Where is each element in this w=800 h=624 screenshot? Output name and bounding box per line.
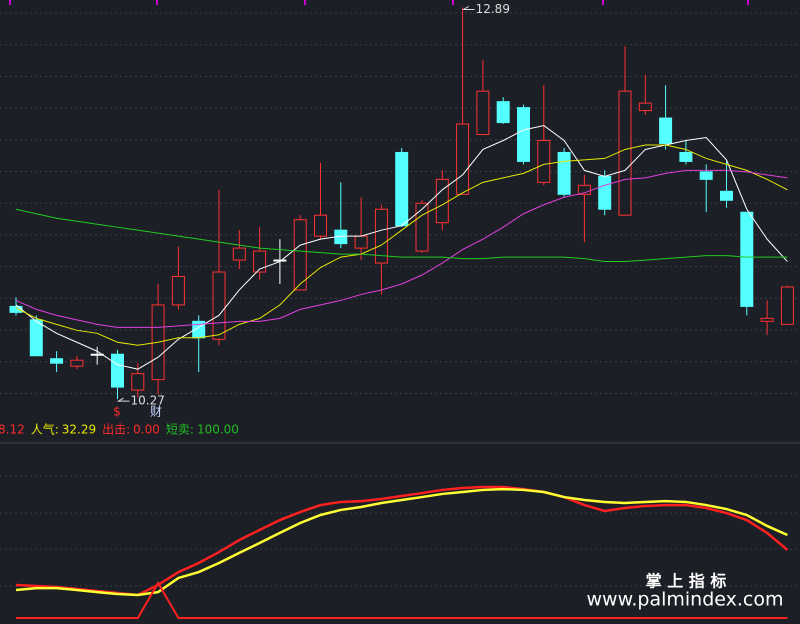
marker: 财 <box>150 405 162 419</box>
date-separators <box>9 0 749 5</box>
legend-label: 短卖: <box>166 423 194 437</box>
candle-body <box>456 123 470 195</box>
candle-body <box>50 358 64 364</box>
marker: $ <box>113 405 121 419</box>
candle-body <box>415 202 429 252</box>
candle-body <box>476 90 490 136</box>
legend-value: 0.00 <box>133 423 160 437</box>
candle-body <box>720 190 733 201</box>
candle-body <box>780 286 794 325</box>
candle-body <box>659 117 673 144</box>
indicator-line <box>15 485 789 597</box>
annotation-label: 12.89 <box>476 2 510 16</box>
candle-body <box>293 219 307 291</box>
candle-body <box>679 151 693 162</box>
moving-average <box>15 125 788 370</box>
moving-average <box>15 208 788 263</box>
moving-average <box>15 144 788 346</box>
candle-body <box>111 353 124 388</box>
candle-body <box>638 102 652 112</box>
candle-body <box>9 305 23 313</box>
candle-body <box>29 319 43 357</box>
legend-label: 人气: <box>31 422 59 437</box>
watermark-url: www.palmindex.com <box>586 589 783 611</box>
legend-value: 8.12 <box>0 423 25 437</box>
legend-label: 出击: <box>102 423 130 437</box>
candle-body <box>232 247 246 261</box>
candle-body <box>70 359 84 367</box>
candle-body <box>577 184 591 195</box>
watermark-title: 掌 上 指 标 <box>646 572 727 591</box>
candle-body <box>598 175 612 210</box>
annotation-label: 10.27 <box>131 394 165 408</box>
candle-body <box>517 107 530 162</box>
candle-body <box>699 171 713 180</box>
legend-value: 32.29 <box>62 423 96 437</box>
indicator-line <box>16 581 788 619</box>
indicator-line <box>15 487 788 597</box>
candle-body <box>740 211 754 307</box>
candle-body <box>496 101 510 124</box>
candle-body <box>395 151 409 227</box>
candle-body <box>131 373 145 391</box>
candle-body <box>273 259 287 262</box>
candle-body <box>537 139 551 183</box>
legend-value: 100.00 <box>197 423 239 437</box>
moving-average <box>15 169 788 328</box>
candle-body <box>171 276 185 306</box>
annotation-pointer <box>461 6 475 10</box>
candle-body <box>253 250 267 273</box>
candle-body <box>354 235 368 249</box>
annotation-pointer <box>116 397 130 402</box>
candle-body <box>435 178 449 224</box>
candle-body <box>314 214 327 237</box>
candle-body <box>618 90 632 216</box>
candle-body <box>557 151 571 195</box>
candle-body <box>374 208 388 264</box>
candle-body <box>212 271 226 340</box>
candle-body <box>760 317 774 322</box>
